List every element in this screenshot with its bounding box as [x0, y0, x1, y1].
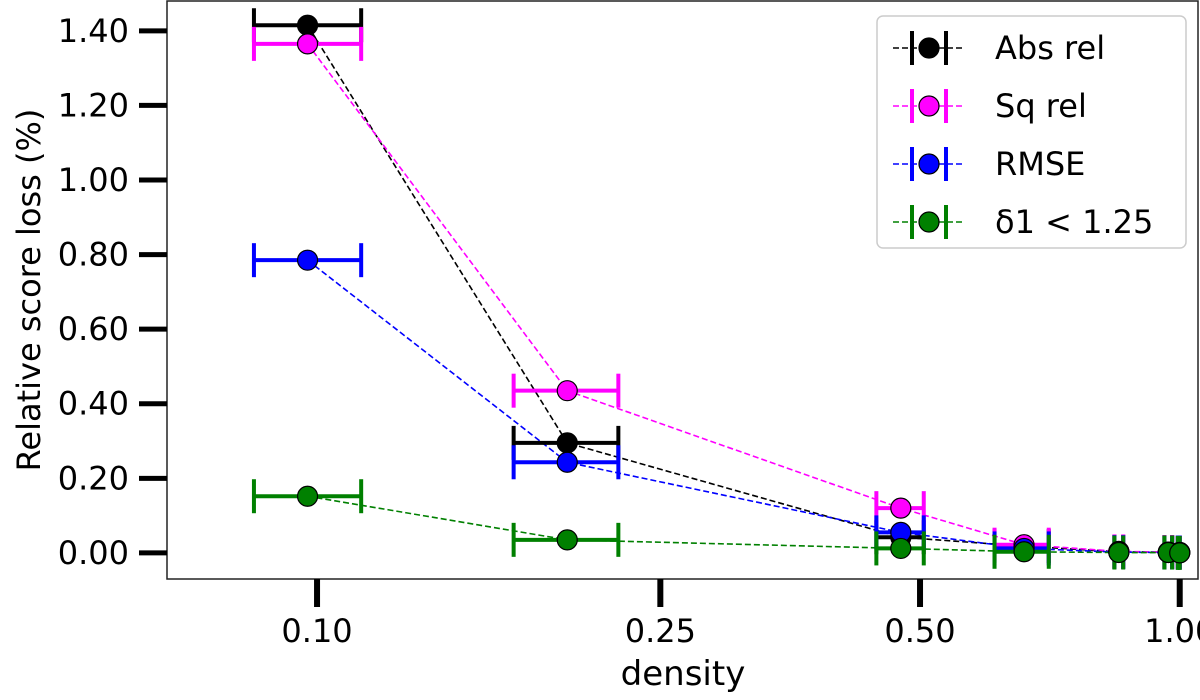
data-point [296, 485, 319, 507]
y-tick-label: 0.00 [58, 534, 129, 572]
y-tick-label: 1.00 [58, 161, 129, 199]
y-tick-label: 0.40 [58, 385, 129, 423]
y-axis-ticks: 0.00 0.20 0.40 0.60 0.80 1.00 1.20 1.40 [58, 12, 167, 572]
data-point [890, 537, 912, 560]
x-axis-ticks: 0.10 0.25 0.50 1.00 [281, 579, 1200, 650]
data-point [296, 33, 319, 55]
x-tick-label: 1.00 [1144, 612, 1200, 650]
y-axis-label: Relative score loss (%) [10, 109, 48, 472]
data-point [890, 497, 912, 519]
legend-marker [918, 211, 940, 233]
data-point [296, 249, 319, 271]
legend-label: RMSE [995, 145, 1085, 183]
legend-marker [918, 37, 940, 59]
legend-label: Sq rel [995, 87, 1087, 125]
data-point [1169, 542, 1191, 564]
data-point [556, 451, 578, 473]
data-points [296, 14, 1191, 564]
data-point [556, 529, 578, 551]
legend-label: δ1 < 1.25 [995, 203, 1153, 241]
plot-frame [166, 0, 1199, 580]
data-point [296, 14, 319, 36]
y-tick-label: 0.80 [58, 236, 129, 274]
x-tick-label: 0.50 [884, 612, 955, 650]
legend-label: Abs rel [995, 29, 1105, 67]
x-tick-label: 0.10 [281, 612, 352, 650]
legend-frame [876, 15, 1187, 249]
series-line [307, 259, 1180, 554]
data-point [1013, 541, 1035, 563]
error-bars [251, 8, 1182, 570]
y-tick-label: 1.40 [58, 12, 129, 50]
data-point [556, 432, 578, 454]
y-tick-label: 0.20 [58, 459, 129, 497]
y-tick-label: 1.20 [58, 86, 129, 124]
x-tick-label: 0.25 [625, 612, 696, 650]
data-point [1108, 541, 1130, 564]
legend-marker [918, 95, 940, 117]
data-point [556, 380, 578, 402]
y-tick-label: 0.60 [58, 310, 129, 348]
legend-marker [918, 153, 940, 175]
legend: Abs rel Sq rel RMSE δ1 < 1.25 [876, 15, 1187, 249]
x-axis-label: density [621, 654, 746, 694]
